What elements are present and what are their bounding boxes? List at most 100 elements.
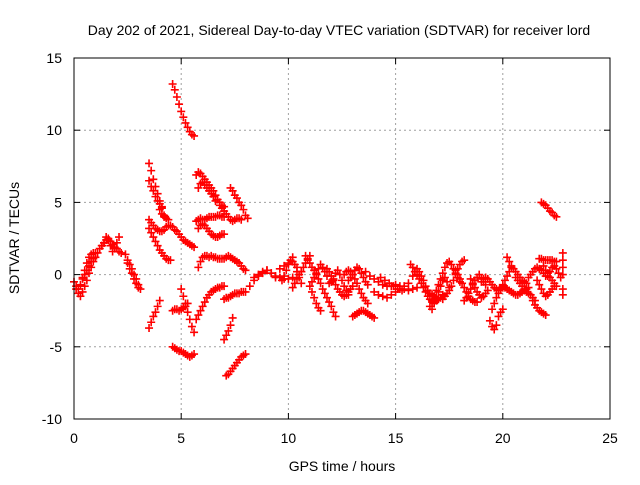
data-point-arc39 <box>370 313 379 322</box>
data-point-arc11 <box>147 228 156 237</box>
data-point-arc46 <box>440 263 449 272</box>
data-point-arc25 <box>224 326 233 335</box>
data-point-arc46 <box>447 260 456 269</box>
data-point-arc47 <box>443 277 452 286</box>
data-point-arc53 <box>498 305 507 314</box>
data-point-arc37 <box>342 286 351 295</box>
data-point-arc05 <box>115 233 124 242</box>
data-point-arc42 <box>370 287 379 296</box>
data-point-arc30 <box>254 270 263 279</box>
data-point-arc19 <box>194 183 203 192</box>
data-point-arc48 <box>447 282 456 291</box>
data-point-arc08 <box>149 175 158 184</box>
data-point-arc56 <box>505 257 514 266</box>
data-point-arc63 <box>543 272 552 281</box>
data-point-arc09 <box>151 192 160 201</box>
data-point-arc40 <box>348 270 357 279</box>
data-point-arc46 <box>438 269 447 278</box>
data-point-arc51 <box>466 274 475 283</box>
data-point-arc23 <box>200 298 209 307</box>
data-point-arc41 <box>378 280 387 289</box>
data-point-arc11 <box>166 256 175 265</box>
data-point-arc59 <box>541 311 550 320</box>
data-point-arc09 <box>145 176 154 185</box>
data-point-arc36 <box>325 267 334 276</box>
data-point-arc50 <box>475 270 484 279</box>
data-point-arc45 <box>415 267 424 276</box>
data-point-arc54 <box>490 299 499 308</box>
data-point-arc03 <box>89 254 98 263</box>
data-point-arc30 <box>258 269 267 278</box>
data-point-arc32 <box>290 279 299 288</box>
data-point-arc42 <box>400 282 409 291</box>
x-tick-label: 5 <box>177 430 185 446</box>
data-point-arc34 <box>307 277 316 286</box>
data-point-arc35 <box>307 287 316 296</box>
data-point-arc56 <box>503 253 512 262</box>
data-point-arc03 <box>78 274 87 283</box>
data-point-arc27 <box>237 201 246 210</box>
data-point-arc51 <box>483 286 492 295</box>
data-point-arc38 <box>350 274 359 283</box>
data-point-arc63 <box>552 264 561 273</box>
data-point-arc12 <box>153 302 162 311</box>
data-point-arc43 <box>393 285 402 294</box>
data-point-arc32 <box>288 283 297 292</box>
data-point-arc07 <box>130 274 139 283</box>
data-point-arc11 <box>149 233 158 242</box>
data-point-arc34 <box>318 263 327 272</box>
data-point-arc12 <box>155 296 164 305</box>
data-point-arc34 <box>305 282 314 291</box>
data-point-arc47 <box>436 282 445 291</box>
data-point-arc65 <box>558 263 567 272</box>
data-point-arc62 <box>539 261 548 270</box>
data-point-arc27 <box>228 186 237 195</box>
data-point-arc48 <box>445 286 454 295</box>
y-axis-label: SDTVAR / TECUs <box>6 182 22 294</box>
data-point-arc14 <box>177 107 186 116</box>
data-point-arc40 <box>363 280 372 289</box>
data-point-arc31 <box>277 276 286 285</box>
data-point-arc38 <box>355 285 364 294</box>
data-point-arc33 <box>327 302 336 311</box>
data-point-arc61 <box>552 257 561 266</box>
data-point-arc25 <box>228 313 237 322</box>
data-point-arc53 <box>492 321 501 330</box>
data-point-arc49 <box>458 279 467 288</box>
data-point-arc41 <box>365 272 374 281</box>
data-point-arc62 <box>552 282 561 291</box>
data-point-arc40 <box>359 273 368 282</box>
data-point-arc14 <box>181 118 190 127</box>
data-point-arc23 <box>192 315 201 324</box>
data-point-arc40 <box>355 264 364 273</box>
data-point-arc37 <box>340 282 349 291</box>
data-point-arc19 <box>211 196 220 205</box>
data-point-arc44 <box>408 263 417 272</box>
data-point-arc53 <box>485 316 494 325</box>
data-point-arc30 <box>250 273 259 282</box>
data-point-arc32 <box>299 263 308 272</box>
data-point-arc35 <box>316 306 325 315</box>
data-point-arc25 <box>220 335 229 344</box>
data-point-arc12 <box>147 318 156 327</box>
data-point-arc05 <box>106 241 115 250</box>
data-point-arc33 <box>322 293 331 302</box>
data-point-arc49 <box>473 298 482 307</box>
data-point-arc03 <box>80 270 89 279</box>
data-point-arc14 <box>172 92 181 101</box>
data-point-arc33 <box>305 259 314 268</box>
data-point-arc05 <box>110 244 119 253</box>
data-point-arc11 <box>151 237 160 246</box>
data-point-arc54 <box>503 272 512 281</box>
data-point-arc65 <box>558 248 567 257</box>
data-point-arc14 <box>183 123 192 132</box>
data-point-arc47 <box>440 273 449 282</box>
data-point-arc33 <box>329 308 338 317</box>
data-point-arc65 <box>558 270 567 279</box>
data-point-arc14 <box>170 85 179 94</box>
data-point-arc45 <box>408 272 417 281</box>
data-point-arc34 <box>314 264 323 273</box>
data-point-arc27 <box>243 214 252 223</box>
data-point-arc40 <box>357 269 366 278</box>
data-point-arc42 <box>383 293 392 302</box>
